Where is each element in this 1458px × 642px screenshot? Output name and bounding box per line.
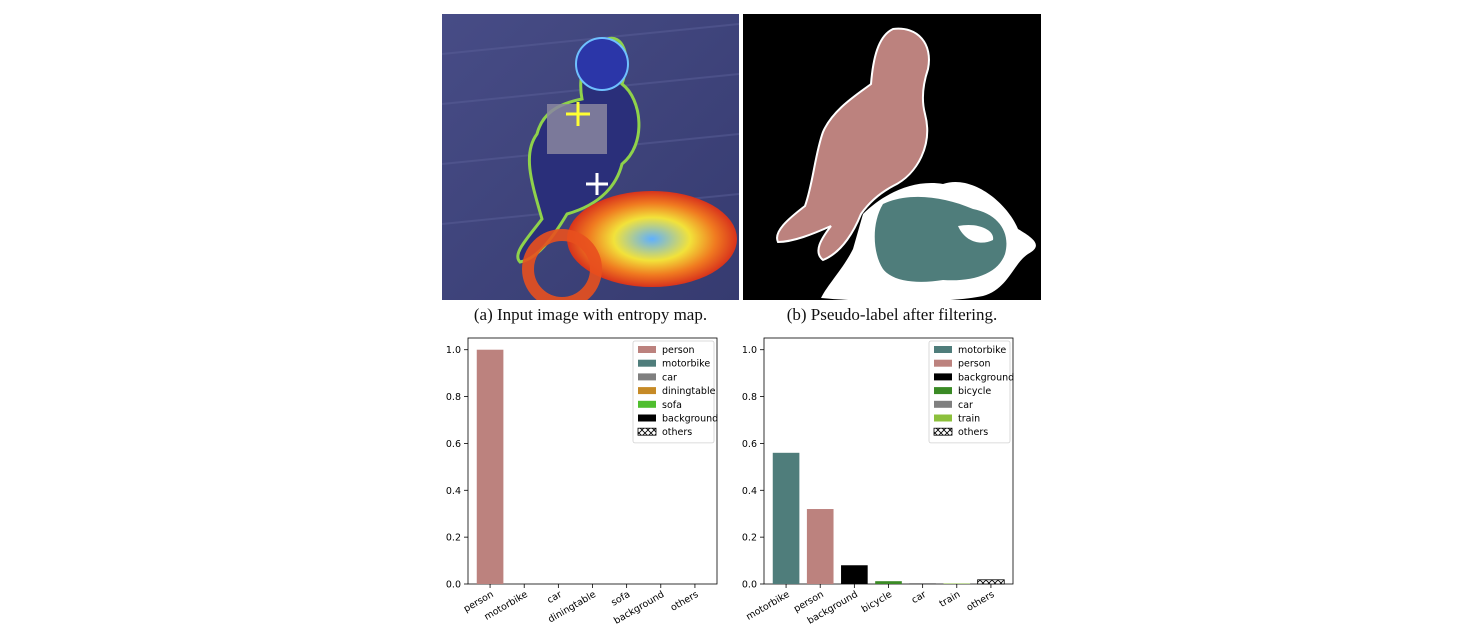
y-tick-label: 0.0 bbox=[742, 580, 757, 591]
y-tick-label: 1.0 bbox=[742, 345, 757, 356]
chart-right: 0.0 0.2 0.4 0.6 0.8 1.0 motorbike person backgro… bbox=[716, 334, 1036, 638]
legend-swatch-others bbox=[637, 427, 657, 436]
bar-bicycle bbox=[875, 581, 902, 584]
legend-swatch-sofa bbox=[638, 400, 656, 408]
x-tick-label: train bbox=[938, 589, 963, 610]
legend-swatch-background bbox=[638, 414, 656, 422]
input-image-entropy-map bbox=[442, 14, 739, 300]
legend-swatch-car bbox=[934, 400, 952, 408]
legend-label-person: person bbox=[958, 359, 991, 370]
x-tick-label: sofa bbox=[609, 589, 632, 608]
y-tick-label: 0.6 bbox=[742, 439, 757, 450]
legend-label-diningtable: diningtable bbox=[662, 386, 716, 397]
bar-others bbox=[977, 579, 1005, 585]
entropy-map-illustration bbox=[442, 14, 739, 300]
y-tick-label: 0.4 bbox=[742, 486, 757, 497]
legend-label-others: others bbox=[958, 427, 988, 438]
pseudo-label-illustration bbox=[776, 27, 1036, 300]
legend-swatch-bicycle bbox=[934, 387, 952, 395]
y-tick-label: 0.0 bbox=[446, 580, 461, 591]
legend-label-bicycle: bicycle bbox=[958, 386, 991, 397]
y-tick-label: 0.4 bbox=[446, 486, 461, 497]
x-tick-label: car bbox=[545, 589, 564, 606]
bar-person bbox=[806, 509, 834, 584]
legend-label-motorbike: motorbike bbox=[662, 359, 710, 370]
y-tick-label: 0.6 bbox=[446, 439, 461, 450]
y-tick-label: 0.2 bbox=[742, 533, 757, 544]
legend-swatch-person bbox=[934, 359, 952, 367]
legend-label-sofa: sofa bbox=[662, 400, 682, 411]
x-tick-label: bicycle bbox=[860, 589, 894, 615]
x-tick-label: others bbox=[965, 589, 997, 614]
legend-swatch-train bbox=[934, 414, 952, 422]
bar-car bbox=[909, 583, 936, 584]
caption-b: (b) Pseudo-label after filtering. bbox=[786, 305, 998, 324]
bar-chart-left: 0.0 0.2 0.4 0.6 0.8 1.0 person motorbike car dini… bbox=[446, 337, 718, 627]
bar-motorbike bbox=[772, 452, 800, 584]
legend-label-others: others bbox=[662, 427, 692, 438]
legend-label-car: car bbox=[958, 400, 973, 411]
y-tick-label: 0.2 bbox=[446, 533, 461, 544]
legend-label-person: person bbox=[662, 345, 695, 356]
chart-left: 0.0 0.2 0.4 0.6 0.8 1.0 person motorbike car dini… bbox=[420, 334, 740, 638]
legend-swatch-car bbox=[638, 373, 656, 381]
y-tick-label: 0.8 bbox=[742, 392, 757, 403]
legend-swatch-motorbike bbox=[638, 359, 656, 367]
x-tick-label: others bbox=[669, 589, 701, 614]
legend-swatch-others bbox=[933, 427, 953, 436]
legend-label-train: train bbox=[958, 414, 980, 425]
y-tick-label: 0.8 bbox=[446, 392, 461, 403]
legend-label-car: car bbox=[662, 372, 677, 383]
caption-a: (a) Input image with entropy map. bbox=[473, 305, 708, 324]
y-tick-label: 1.0 bbox=[446, 345, 461, 356]
bar-background bbox=[841, 565, 868, 584]
pseudo-label-mask bbox=[743, 14, 1041, 300]
legend-label-motorbike: motorbike bbox=[958, 345, 1006, 356]
legend-label-background: background bbox=[958, 372, 1014, 383]
bar-chart-right: 0.0 0.2 0.4 0.6 0.8 1.0 motorbike person backgro… bbox=[742, 337, 1014, 627]
legend-swatch-person bbox=[638, 346, 656, 353]
legend-swatch-diningtable bbox=[638, 387, 656, 395]
legend-swatch-background bbox=[934, 373, 952, 381]
x-tick-label: car bbox=[910, 589, 929, 606]
bar-person bbox=[476, 349, 504, 584]
legend-label-background: background bbox=[662, 414, 718, 425]
legend-swatch-motorbike bbox=[934, 346, 952, 353]
x-tick-label: motorbike bbox=[744, 589, 791, 623]
